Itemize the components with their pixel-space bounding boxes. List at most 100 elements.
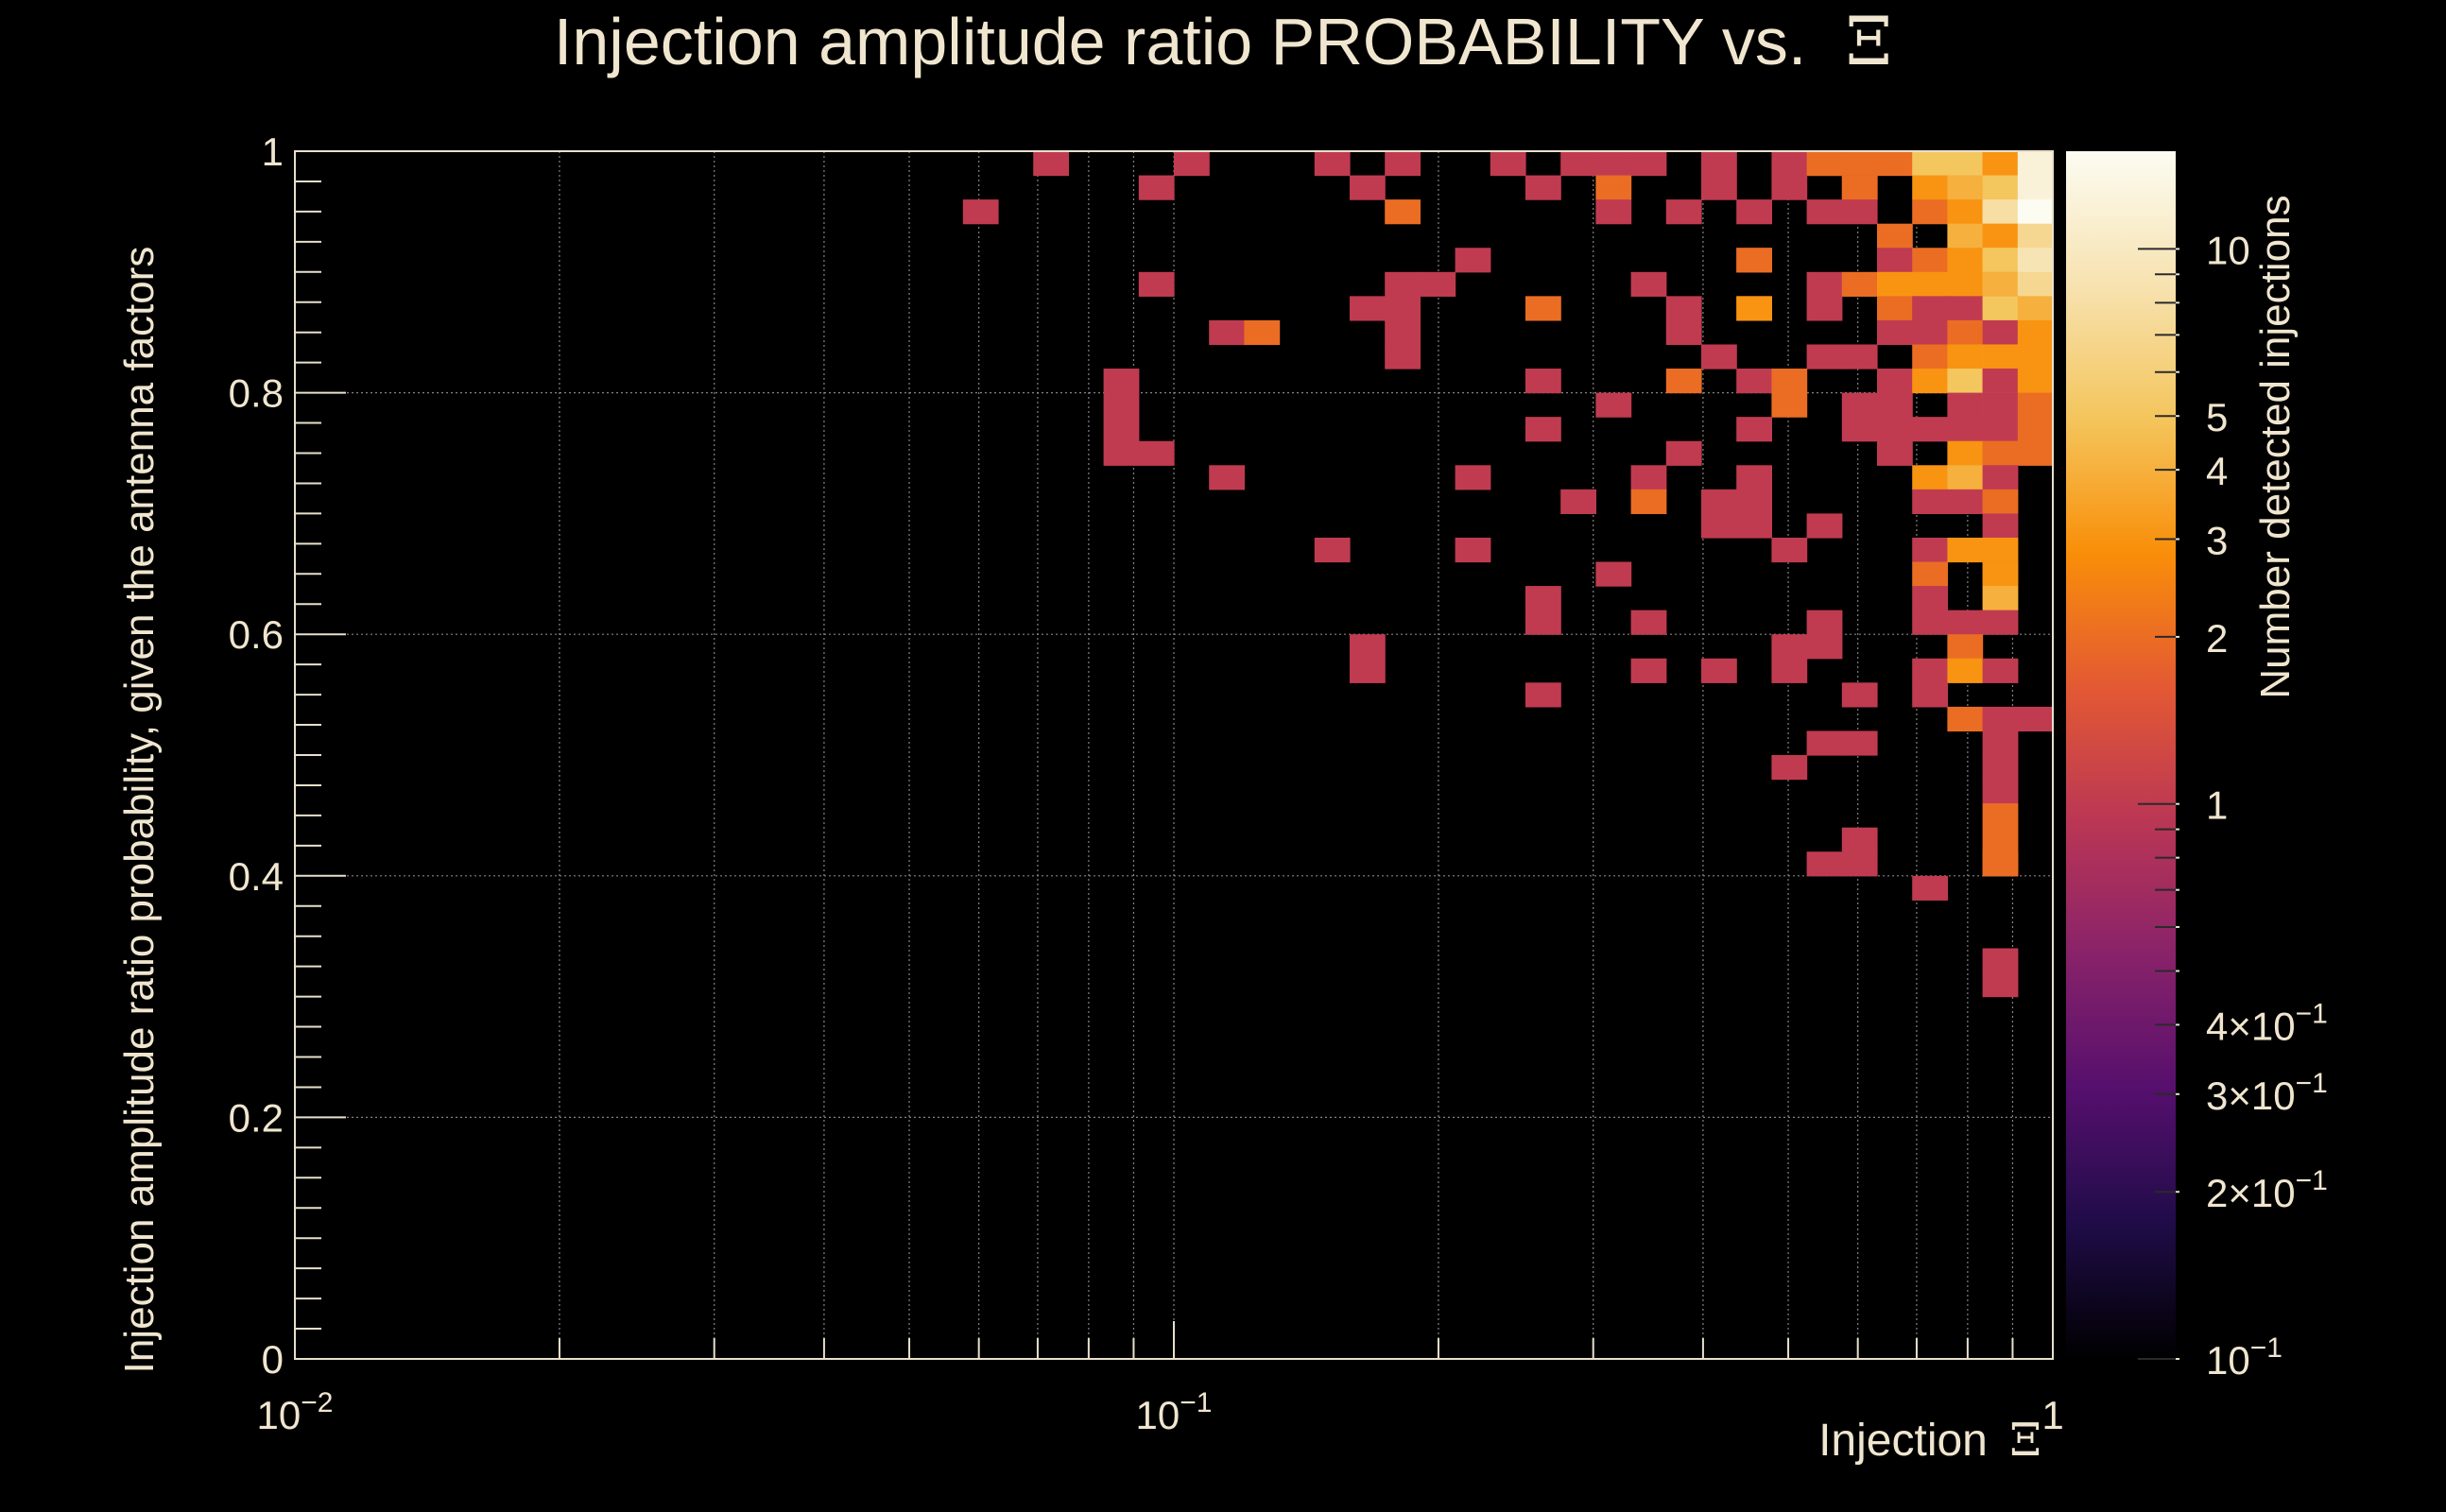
heatmap-cell <box>2017 344 2054 369</box>
heatmap-cell <box>1841 827 1878 852</box>
heatmap-cell <box>1982 199 2019 225</box>
heatmap-cell <box>1982 827 2019 852</box>
y-tick-label: 0.8 <box>229 371 284 416</box>
x-axis-label: Injection Ξ <box>1818 1414 2041 1467</box>
heatmap-cell <box>1982 658 2019 683</box>
heatmap-cell <box>1595 175 1632 200</box>
colorbar-label: Number detected injections <box>2252 195 2299 698</box>
heatmap-cell <box>1877 319 1913 346</box>
heatmap-cell <box>1630 271 1667 297</box>
heatmap-cell <box>1877 271 1913 297</box>
heatmap-cell <box>1877 248 1913 273</box>
heatmap-cell <box>1912 610 1948 635</box>
heatmap-cell <box>1560 489 1596 514</box>
heatmap-cell <box>1947 369 1984 394</box>
colorbar <box>2066 151 2176 1359</box>
heatmap-cell <box>1982 319 2019 346</box>
heatmap-cell <box>1982 489 2019 514</box>
heatmap-cell <box>1525 682 1561 708</box>
heatmap-cell <box>1982 513 2019 539</box>
heatmap-cell <box>1736 248 1772 273</box>
heatmap-cell <box>1982 586 2019 611</box>
heatmap-cell <box>1736 465 1772 490</box>
heatmap-cell <box>1385 319 1421 346</box>
heatmap-cell <box>1947 537 1984 563</box>
heatmap-cell <box>1771 369 1808 394</box>
heatmap-cell <box>1877 369 1913 394</box>
heatmap-cell <box>1350 658 1386 683</box>
heatmap-cell <box>1701 175 1737 200</box>
heatmap-cell <box>1982 417 2019 442</box>
heatmap-cell <box>1982 248 2019 273</box>
heatmap-cell <box>1982 344 2019 369</box>
heatmap-cell <box>1665 369 1702 394</box>
heatmap-cell <box>1841 344 1878 369</box>
heatmap-cell <box>1912 369 1948 394</box>
heatmap-cell <box>1947 706 1984 732</box>
heatmap-cell <box>1982 779 2019 804</box>
colorbar-tick-labels: 10 5 4 3 2 1 4×10−1 3×10−1 2×10−1 10−1 <box>2206 228 2328 1383</box>
heatmap-cell <box>1525 417 1561 442</box>
heatmap-cell <box>1665 319 1702 346</box>
x-axis-label-text: Injection <box>1818 1416 1988 1466</box>
heatmap-cell <box>2017 706 2054 732</box>
heatmap-cell <box>1912 296 1948 321</box>
heatmap-cell <box>1982 271 2019 297</box>
heatmap-cell <box>1912 151 1948 177</box>
heatmap-cell <box>1912 417 1948 442</box>
heatmap-cell <box>1525 296 1561 321</box>
heatmap-cell <box>1947 151 1984 177</box>
heatmap-cell <box>1947 344 1984 369</box>
heatmap-cell <box>1912 586 1948 611</box>
heatmap-cell <box>1736 513 1772 539</box>
heatmap-cell <box>1982 610 2019 635</box>
heatmap-cell <box>1455 248 1491 273</box>
heatmap-cell <box>1595 199 1632 225</box>
heatmap-cell <box>1912 344 1948 369</box>
heatmap-cell <box>1912 537 1948 563</box>
colorbar-tick-label: 3×10−1 <box>2206 1068 2328 1118</box>
colorbar-tick-label: 4×10−1 <box>2206 998 2328 1048</box>
heatmap-cell <box>1877 417 1913 442</box>
heatmap-cell <box>1982 948 2019 973</box>
heatmap-cell <box>1595 392 1632 418</box>
heatmap-cell <box>1982 803 2019 829</box>
heatmap-cell <box>1841 151 1878 177</box>
heatmap-cell <box>1525 175 1561 200</box>
heatmap-cell <box>2017 248 2054 273</box>
heatmap-cell <box>1736 417 1772 442</box>
heatmap-cell <box>1736 369 1772 394</box>
heatmap-cell <box>1209 465 1245 490</box>
heatmap-cell <box>2017 199 2054 225</box>
heatmap-cell <box>1841 199 1878 225</box>
heatmap-cell <box>1982 151 2019 177</box>
heatmap-cell <box>1701 513 1737 539</box>
x-tick-labels: 10−2 10−1 1 <box>257 1387 2064 1437</box>
colorbar-tick-label: 10 <box>2206 228 2250 272</box>
heatmap-cell <box>1806 271 1843 297</box>
heatmap-cell <box>1350 175 1386 200</box>
heatmap-cell <box>1912 248 1948 273</box>
heatmap-cell <box>1771 175 1808 200</box>
chart-title-text: Injection amplitude ratio PROBABILITY vs… <box>554 5 1806 78</box>
heatmap-cell <box>2017 392 2054 418</box>
heatmap-cell <box>1665 296 1702 321</box>
heatmap-cell <box>1841 175 1878 200</box>
heatmap-cell <box>1806 199 1843 225</box>
heatmap-cell <box>1314 537 1351 563</box>
heatmap-cell <box>1138 440 1175 466</box>
x-tick-label: 10−1 <box>1136 1387 1213 1437</box>
heatmap-cell <box>1771 755 1808 781</box>
heatmap-cell <box>1385 199 1421 225</box>
heatmap-cell <box>1771 634 1808 660</box>
heatmap-cell <box>1701 489 1737 514</box>
heatmap-cell <box>1033 151 1069 177</box>
heatmap-cell <box>1244 319 1281 346</box>
heatmap-cell <box>1771 151 1808 177</box>
heatmap-cell <box>1490 151 1526 177</box>
heatmap-cell <box>1982 296 2019 321</box>
heatmap-cell <box>1841 417 1878 442</box>
heatmap-cell <box>1947 465 1984 490</box>
heatmap-cell <box>1947 634 1984 660</box>
